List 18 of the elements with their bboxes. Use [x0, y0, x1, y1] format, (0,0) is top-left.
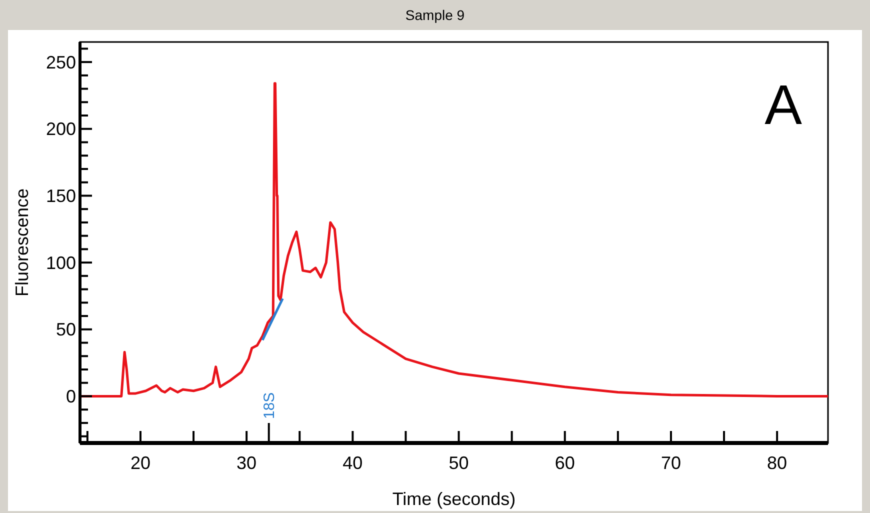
y-axis-title: Fluorescence [12, 188, 32, 297]
y-tick-label: 200 [46, 119, 76, 140]
ref-line-label: 18S [261, 392, 278, 419]
y-tick-label: 0 [66, 386, 76, 407]
x-tick-label: 50 [448, 453, 469, 473]
y-tick-label: 100 [46, 252, 76, 273]
x-tick-label: 20 [130, 453, 150, 473]
x-tick-label: 60 [554, 453, 575, 473]
y-tick-label: 250 [46, 52, 76, 72]
chart-title: Sample 9 [405, 7, 465, 23]
x-axis-title: Time (seconds) [392, 489, 516, 509]
x-tick-label: 30 [236, 453, 257, 473]
x-tick-label: 70 [660, 453, 681, 473]
y-tick-label: 150 [46, 186, 76, 206]
x-tick-label: 80 [767, 453, 788, 473]
x-tick-label: 40 [342, 453, 363, 473]
y-tick-label: 50 [56, 320, 76, 340]
annotation: A [764, 73, 803, 136]
